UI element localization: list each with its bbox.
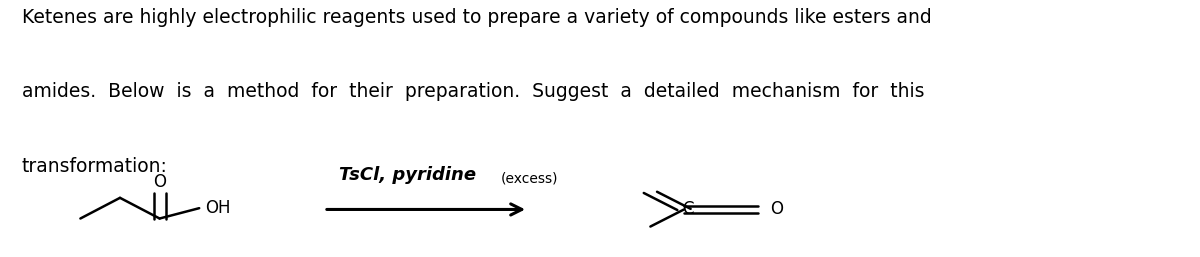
Text: Ketenes are highly electrophilic reagents used to prepare a variety of compounds: Ketenes are highly electrophilic reagent… — [22, 8, 931, 27]
Text: C: C — [682, 200, 694, 218]
Text: TsCl, pyridine: TsCl, pyridine — [340, 166, 476, 184]
Text: transformation:: transformation: — [22, 157, 168, 176]
Text: O: O — [154, 173, 166, 191]
Text: amides.  Below  is  a  method  for  their  preparation.  Suggest  a  detailed  m: amides. Below is a method for their prep… — [22, 82, 924, 101]
Text: O: O — [770, 200, 782, 218]
Text: OH: OH — [205, 199, 230, 217]
Text: (excess): (excess) — [500, 171, 558, 185]
